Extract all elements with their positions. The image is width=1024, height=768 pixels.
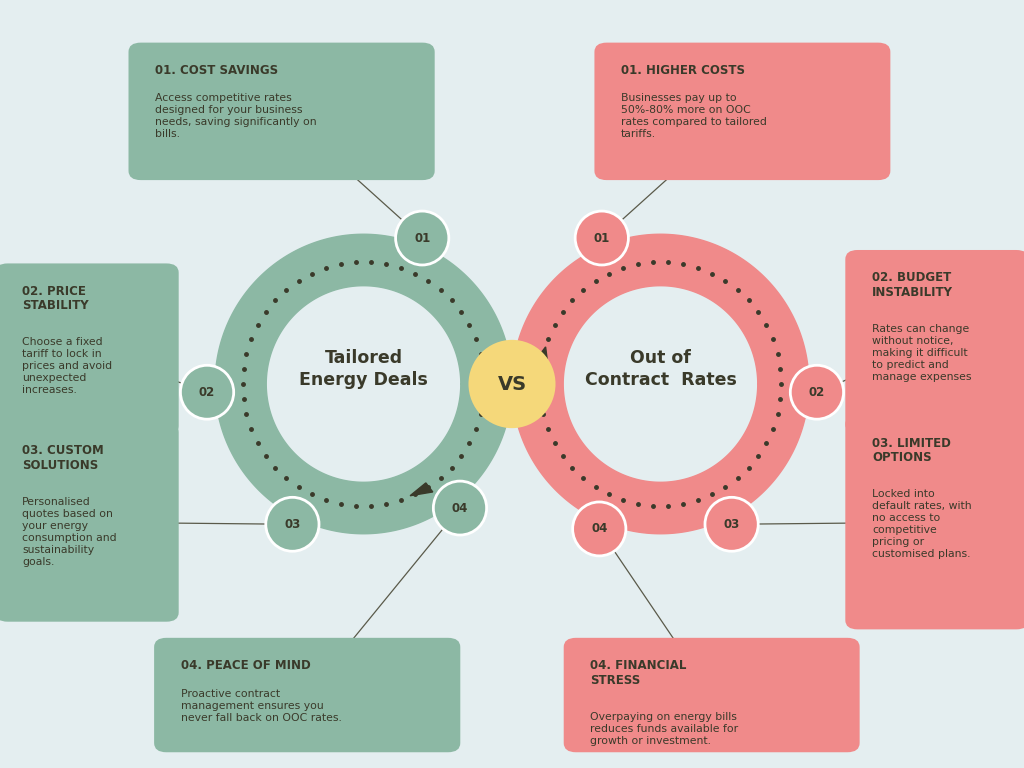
FancyBboxPatch shape (563, 637, 860, 753)
Text: 01. HIGHER COSTS: 01. HIGHER COSTS (621, 65, 745, 77)
Ellipse shape (791, 366, 844, 419)
Ellipse shape (469, 339, 555, 429)
Text: VS: VS (498, 375, 526, 393)
Text: Proactive contract
management ensures you
never fall back on OOC rates.: Proactive contract management ensures yo… (180, 688, 342, 723)
Text: 03. LIMITED
OPTIONS: 03. LIMITED OPTIONS (872, 436, 951, 464)
Ellipse shape (180, 366, 233, 419)
Ellipse shape (575, 211, 629, 265)
Polygon shape (512, 234, 809, 534)
Text: 01: 01 (414, 231, 430, 244)
Text: 02: 02 (809, 386, 825, 399)
Ellipse shape (395, 211, 449, 265)
Polygon shape (535, 347, 548, 364)
Polygon shape (215, 234, 512, 534)
Text: 01: 01 (594, 231, 610, 244)
FancyBboxPatch shape (154, 637, 461, 753)
FancyBboxPatch shape (594, 43, 891, 180)
Text: Access competitive rates
designed for your business
needs, saving significantly : Access competitive rates designed for yo… (156, 94, 316, 139)
Text: 04: 04 (591, 522, 607, 535)
Text: 01. COST SAVINGS: 01. COST SAVINGS (156, 65, 279, 77)
Text: Out of
Contract  Rates: Out of Contract Rates (585, 349, 736, 389)
Text: Rates can change
without notice,
making it difficult
to predict and
manage expen: Rates can change without notice, making … (872, 324, 972, 382)
FancyBboxPatch shape (0, 263, 178, 435)
Text: Locked into
default rates, with
no access to
competitive
pricing or
customised p: Locked into default rates, with no acces… (872, 489, 972, 559)
FancyBboxPatch shape (129, 43, 435, 180)
Text: Personalised
quotes based on
your energy
consumption and
sustainability
goals.: Personalised quotes based on your energy… (23, 497, 117, 567)
Text: 03: 03 (285, 518, 300, 531)
Text: Overpaying on energy bills
reduces funds available for
growth or investment.: Overpaying on energy bills reduces funds… (590, 711, 738, 746)
Ellipse shape (266, 498, 319, 551)
Text: Choose a fixed
tariff to lock in
prices and avoid
unexpected
increases.: Choose a fixed tariff to lock in prices … (23, 337, 113, 396)
Text: 02: 02 (199, 386, 215, 399)
FancyBboxPatch shape (846, 415, 1024, 630)
Text: 02. BUDGET
INSTABILITY: 02. BUDGET INSTABILITY (872, 271, 953, 299)
Text: 04. PEACE OF MIND: 04. PEACE OF MIND (180, 659, 310, 672)
Text: Tailored
Energy Deals: Tailored Energy Deals (299, 349, 428, 389)
FancyBboxPatch shape (846, 250, 1024, 433)
Text: 03. CUSTOM
SOLUTIONS: 03. CUSTOM SOLUTIONS (23, 444, 103, 472)
Ellipse shape (572, 502, 626, 556)
Text: 02. PRICE
STABILITY: 02. PRICE STABILITY (23, 285, 89, 313)
Text: 03: 03 (724, 518, 739, 531)
Text: 04: 04 (452, 502, 468, 515)
Text: Businesses pay up to
50%-80% more on OOC
rates compared to tailored
tariffs.: Businesses pay up to 50%-80% more on OOC… (621, 94, 767, 139)
Ellipse shape (705, 498, 758, 551)
FancyBboxPatch shape (0, 422, 178, 622)
Ellipse shape (433, 481, 486, 535)
Text: 04. FINANCIAL
STRESS: 04. FINANCIAL STRESS (590, 659, 687, 687)
Polygon shape (410, 483, 433, 495)
